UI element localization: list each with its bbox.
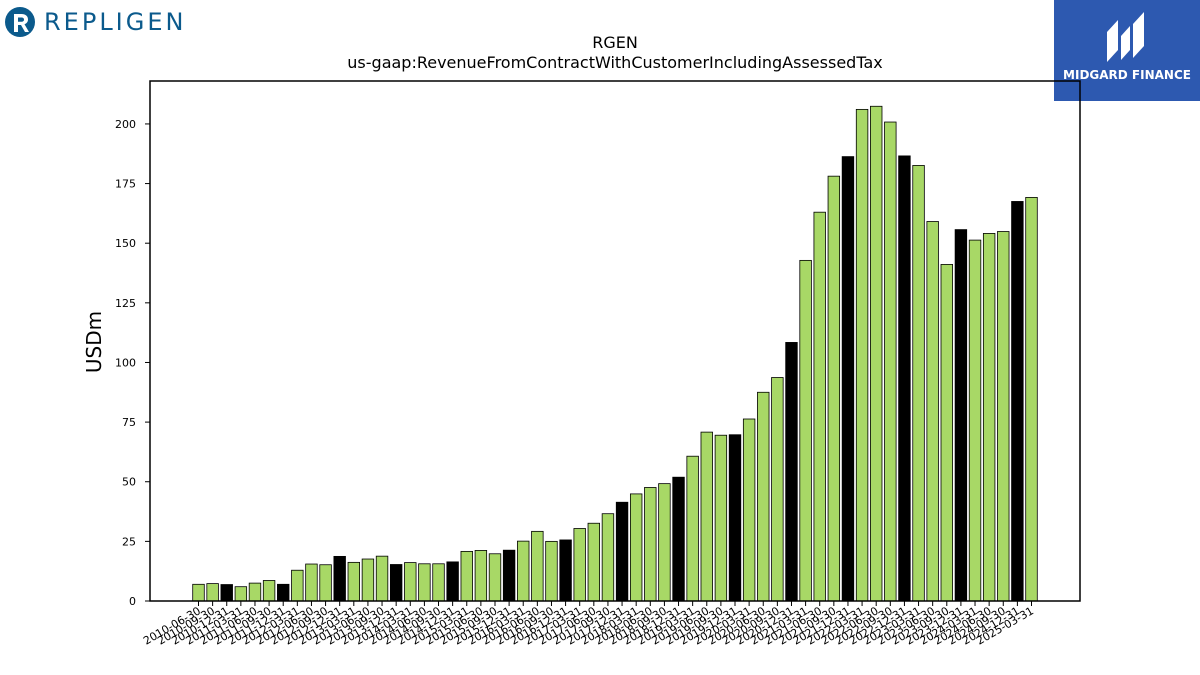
midgard-m-logo-icon: [1107, 12, 1144, 62]
bar-series: [192, 105, 1038, 602]
bar: [870, 105, 883, 602]
bar: [277, 583, 290, 602]
bar: [1025, 196, 1038, 602]
bar: [884, 121, 897, 602]
bar: [757, 391, 770, 602]
bar: [644, 487, 657, 602]
bar: [248, 582, 262, 602]
bar: [333, 555, 346, 602]
bar: [446, 561, 459, 602]
repligen-wordmark: REPLIGEN: [44, 8, 187, 36]
bar: [954, 229, 968, 602]
repligen-r-logo-icon: [5, 7, 35, 37]
bar: [305, 563, 318, 602]
y-tick-label: 175: [115, 178, 136, 191]
bar: [319, 564, 332, 602]
bar: [220, 584, 233, 602]
bar: [601, 513, 615, 602]
bar: [502, 549, 516, 602]
bar: [531, 530, 544, 602]
bar: [361, 558, 375, 602]
bar: [940, 264, 953, 602]
y-tick-label: 125: [115, 297, 136, 310]
bar: [587, 522, 601, 602]
bar: [291, 569, 304, 602]
chart-subtitle: us-gaap:RevenueFromContractWithCustomerI…: [347, 53, 882, 72]
bar: [418, 563, 431, 602]
bar: [460, 550, 473, 602]
bar: [517, 540, 530, 602]
bar: [728, 434, 742, 602]
bar: [192, 583, 205, 602]
bar: [488, 553, 502, 602]
bar: [262, 580, 276, 602]
bar: [559, 539, 572, 602]
bar: [841, 156, 855, 602]
bar: [742, 418, 756, 602]
bar: [855, 108, 869, 602]
bar: [545, 540, 558, 602]
y-tick-label: 25: [122, 535, 136, 548]
plot-frame: [149, 80, 1081, 602]
midgard-wordmark: MIDGARD FINANCE: [1063, 68, 1191, 82]
y-tick-label: 50: [122, 476, 136, 489]
bar: [432, 563, 445, 602]
bar: [799, 259, 812, 602]
bar: [573, 528, 586, 602]
bar: [206, 583, 219, 602]
bar: [982, 233, 996, 602]
y-tick-label: 200: [115, 118, 136, 131]
midgard-finance-logo: MIDGARD FINANCE: [1054, 0, 1200, 101]
bar: [1011, 201, 1024, 602]
bar: [375, 555, 389, 602]
bar: [234, 586, 248, 602]
y-axis-ticks: 0 25 50 75 100 125 150 175 200: [115, 118, 150, 608]
bar: [912, 165, 925, 602]
bar: [827, 175, 841, 602]
x-axis-ticks: 2010-06-302010-09-302010-12-312011-03-31…: [141, 601, 1036, 648]
bar: [474, 550, 488, 602]
bar: [404, 562, 417, 602]
y-tick-label: 150: [115, 237, 136, 250]
bar: [771, 377, 784, 602]
bar: [898, 155, 911, 602]
bar: [389, 564, 403, 602]
bar: [785, 342, 798, 602]
y-axis-label: USDm: [82, 311, 106, 373]
bar: [629, 493, 643, 602]
bar: [968, 239, 982, 602]
bar: [926, 221, 939, 602]
bar: [700, 431, 713, 602]
bar: [672, 476, 685, 602]
bar: [658, 483, 671, 602]
y-tick-label: 0: [129, 595, 136, 608]
bar: [714, 434, 728, 602]
y-tick-label: 75: [122, 416, 136, 429]
bar: [686, 455, 699, 602]
repligen-logo: REPLIGEN: [4, 4, 186, 40]
bar: [615, 501, 629, 602]
bar: [813, 211, 826, 602]
y-tick-label: 100: [115, 356, 136, 369]
chart-title: RGEN: [592, 33, 638, 52]
bar: [997, 231, 1010, 602]
bar: [347, 561, 360, 602]
